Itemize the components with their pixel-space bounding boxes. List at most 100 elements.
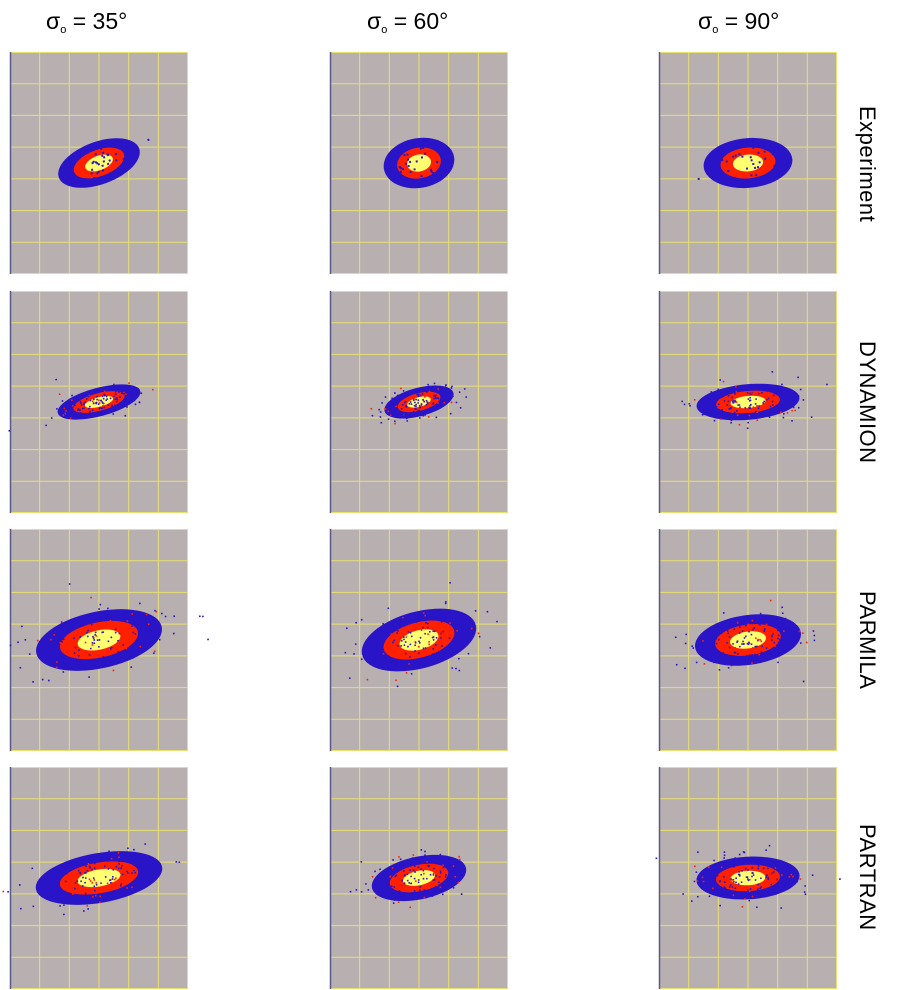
beam-particle [417, 881, 420, 884]
beam-particle [145, 881, 148, 884]
beam-particle [112, 410, 115, 413]
beam-particle [426, 391, 428, 394]
beam-particle [402, 870, 405, 872]
beam-particle [60, 646, 63, 649]
column-header-3-symbol: σ [698, 8, 713, 34]
beam-particle [79, 872, 82, 875]
beam-particle [794, 409, 797, 412]
beam-particle [130, 625, 133, 628]
beam-particle [750, 643, 753, 646]
beam-particle [432, 867, 435, 870]
beam-particle [354, 643, 357, 646]
beam-particle [413, 889, 416, 892]
beam-particle [449, 412, 452, 415]
beam-particle [113, 894, 116, 897]
beam-particle [763, 400, 766, 403]
beam-particle [106, 882, 109, 885]
beam-particle [415, 621, 418, 623]
beam-particle [717, 388, 720, 391]
panel-parmila-1 [9, 529, 209, 751]
beam-particle [390, 885, 393, 888]
beam-particle [424, 854, 426, 857]
beam-particle [118, 403, 121, 406]
beam-particle [738, 404, 741, 406]
beam-particle [728, 885, 731, 888]
beam-particle [738, 423, 741, 426]
beam-core [77, 868, 121, 888]
beam-particle [752, 146, 755, 149]
beam-particle [426, 626, 429, 629]
beam-particle [738, 645, 741, 648]
beam-particle [780, 907, 783, 909]
beam-particle [713, 859, 715, 862]
beam-particle [414, 641, 417, 644]
beam-particle [412, 854, 415, 857]
beam-particle [63, 407, 66, 410]
beam-particle [710, 391, 713, 393]
beam-particle [406, 158, 410, 161]
beam-particle [732, 155, 735, 158]
beam-particle [727, 417, 730, 420]
beam-particle [394, 632, 397, 635]
beam-particle [721, 159, 724, 162]
beam-particle [392, 859, 395, 861]
beam-particle [40, 881, 42, 884]
beam-particle [91, 881, 94, 884]
beam-particle [428, 655, 431, 658]
beam-particle [749, 888, 752, 890]
beam-particle [422, 647, 425, 650]
beam-particle [85, 631, 88, 634]
beam-particle [760, 651, 763, 654]
beam-particle [428, 640, 431, 643]
beam-particle [760, 640, 763, 643]
beam-particle [754, 637, 757, 640]
beam-particle [114, 152, 118, 156]
beam-particle [716, 874, 719, 877]
beam-particle [750, 159, 753, 162]
beam-particle [723, 394, 725, 396]
beam-particle [114, 631, 117, 634]
beam-particle [129, 657, 132, 660]
beam-particle [439, 871, 442, 874]
beam-particle [432, 872, 435, 875]
beam-particle [62, 671, 65, 673]
beam-particle [114, 877, 117, 880]
beam-particle [45, 648, 48, 651]
beam-particle [134, 632, 137, 635]
beam-particle [415, 403, 418, 406]
beam-particle [736, 652, 739, 655]
beam-particle [80, 880, 83, 883]
beam-particle [712, 887, 714, 890]
beam-particle [151, 388, 154, 391]
beam-particle [423, 152, 427, 155]
beam-particle [440, 405, 443, 408]
beam-particle [91, 666, 94, 668]
beam-particle [93, 623, 96, 626]
beam-particle [111, 897, 114, 900]
beam-particle [773, 886, 775, 889]
beam-particle [92, 398, 95, 401]
beam-particle [749, 399, 752, 402]
beam-particle [145, 875, 148, 878]
beam-particle [470, 627, 473, 630]
beam-particle [387, 654, 390, 657]
beam-particle [379, 411, 382, 413]
beam-particle [87, 908, 90, 910]
beam-particle [396, 394, 399, 397]
beam-particle [773, 153, 777, 156]
beam-particle [425, 399, 428, 402]
beam-particle [760, 877, 762, 880]
beam-particle [773, 868, 776, 871]
beam-particle [757, 867, 760, 870]
beam-particle [97, 170, 101, 174]
beam-particle [766, 867, 769, 870]
beam-particle [408, 655, 411, 658]
beam-particle [117, 858, 120, 860]
beam-particle [99, 399, 102, 402]
beam-particle [380, 421, 383, 424]
beam-particle [431, 895, 434, 898]
beam-particle [56, 897, 59, 900]
beam-particle [116, 400, 119, 403]
beam-particle [777, 661, 779, 664]
beam-particle [68, 583, 71, 585]
